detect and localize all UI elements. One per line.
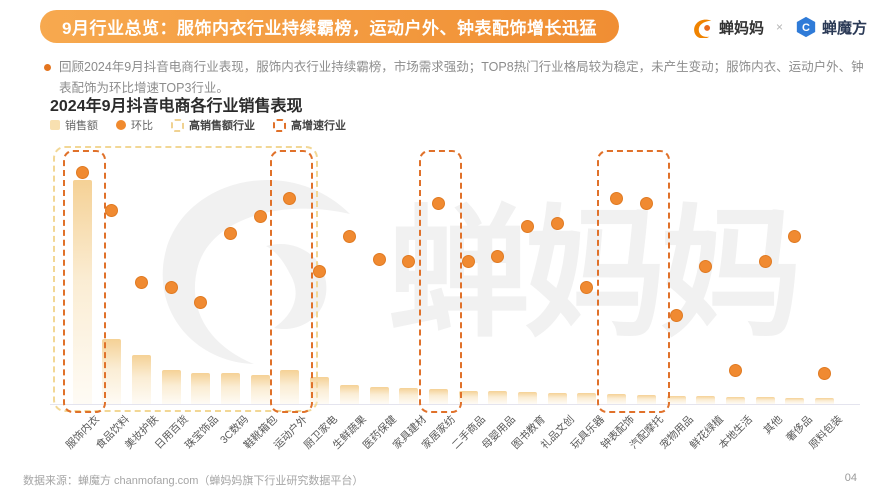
legend-label: 环比 xyxy=(131,120,153,132)
mom-dot xyxy=(788,229,802,243)
mom-dot xyxy=(491,250,505,264)
legend-item-mom: 环比 xyxy=(116,117,153,133)
mom-dot xyxy=(75,166,89,180)
sales-bar xyxy=(131,354,151,404)
sales-swatch-icon xyxy=(50,120,60,130)
mom-dot xyxy=(372,252,386,266)
mom-dot xyxy=(818,367,831,381)
bullet-dot-icon xyxy=(44,64,51,71)
brand-separator: × xyxy=(775,20,783,34)
sales-bar xyxy=(696,396,716,404)
svg-text:C: C xyxy=(802,22,810,34)
sales-bar xyxy=(221,372,240,404)
sales-bar xyxy=(755,397,775,404)
mom-dot xyxy=(194,295,208,309)
legend-item-high-growth: 高增速行业 xyxy=(273,117,346,133)
sales-bar xyxy=(310,377,330,404)
legend-label: 高销售额行业 xyxy=(189,120,255,132)
mom-dot xyxy=(580,280,594,294)
watermark-text: 蝉妈妈 xyxy=(388,195,802,354)
sales-bar xyxy=(280,370,300,404)
mom-dot xyxy=(402,255,416,269)
legend-item-sales: 销售额 xyxy=(50,117,98,133)
mom-dot xyxy=(253,209,267,223)
watermark: 蝉妈妈 xyxy=(150,160,802,390)
brand-lockup: 蝉妈妈 × C 蝉魔方 xyxy=(692,16,867,38)
chanmofang-logo-icon: C xyxy=(796,16,816,38)
mom-dot xyxy=(758,255,772,269)
sales-bar xyxy=(518,391,537,404)
mom-dot xyxy=(105,204,119,218)
chanmofang-logo-text: 蝉魔方 xyxy=(821,19,867,37)
high-growth-box-icon xyxy=(273,118,286,132)
mom-dot xyxy=(283,191,297,205)
high-growth-region-box xyxy=(418,150,462,413)
mom-dot xyxy=(134,275,148,289)
chart-title: 2024年9月抖音电商各行业销售表现 xyxy=(50,98,303,115)
legend-label: 销售额 xyxy=(65,120,98,132)
sales-bar xyxy=(666,396,686,404)
legend-item-high-sales: 高销售额行业 xyxy=(171,117,255,133)
sales-bar xyxy=(547,392,567,404)
sales-bar xyxy=(339,384,359,404)
mom-dot xyxy=(342,229,356,243)
sales-bar xyxy=(785,398,805,404)
summary-text: 回顾2024年9月抖音电商行业表现，服饰内衣行业持续霸榜，市场需求强劲；TOP8… xyxy=(59,60,864,95)
summary-bullet: 回顾2024年9月抖音电商行业表现，服饰内衣行业持续霸榜，市场需求强劲；TOP8… xyxy=(44,57,866,99)
mom-dot xyxy=(461,255,475,269)
mom-dot xyxy=(431,196,445,210)
high-growth-region-box xyxy=(62,150,106,413)
mom-dot xyxy=(669,308,683,322)
sales-bar xyxy=(428,389,448,404)
high-growth-region-box xyxy=(270,150,314,413)
data-source: 数据来源：蝉魔方 chanmofang.com（蝉妈妈旗下行业研究数据平台） xyxy=(23,475,364,487)
sales-bar xyxy=(577,392,597,404)
mom-dot xyxy=(550,217,564,231)
legend-label: 高增速行业 xyxy=(291,120,346,132)
sales-bar xyxy=(458,390,478,404)
mom-dot xyxy=(521,219,534,233)
high-growth-region-box xyxy=(597,150,670,413)
watermark-cicada-icon xyxy=(162,179,350,364)
sales-bar xyxy=(102,339,122,404)
sales-bar xyxy=(191,372,211,404)
high-sales-region-box xyxy=(53,146,318,412)
mom-dot-icon xyxy=(116,120,126,130)
sales-bar xyxy=(72,180,92,404)
sales-bar xyxy=(161,370,181,404)
sales-bar xyxy=(369,387,389,404)
page-number: 04 xyxy=(844,472,857,484)
mom-dot xyxy=(728,364,742,378)
sales-bar xyxy=(250,374,270,404)
high-sales-box-icon xyxy=(171,118,184,132)
chart-legend: 销售额 环比 高销售额行业 高增速行业 xyxy=(50,117,346,133)
mom-dot xyxy=(224,227,237,241)
mom-dot xyxy=(639,196,653,210)
sales-bar xyxy=(636,395,656,404)
mom-dot xyxy=(699,260,713,274)
sales-bar xyxy=(399,388,419,404)
sales-bar xyxy=(607,393,627,404)
mom-dot xyxy=(164,280,178,294)
mom-dot xyxy=(610,191,624,205)
mom-dot xyxy=(313,265,327,279)
sales-bar xyxy=(488,390,508,404)
chanmama-logo-icon xyxy=(694,19,712,38)
sales-bar xyxy=(815,398,834,404)
page-title: 9月行业总览：服饰内衣行业持续霸榜，运动户外、钟表配饰增长迅猛 xyxy=(40,10,619,43)
chanmama-logo-text: 蝉妈妈 xyxy=(718,19,764,37)
sales-bar xyxy=(725,397,745,404)
